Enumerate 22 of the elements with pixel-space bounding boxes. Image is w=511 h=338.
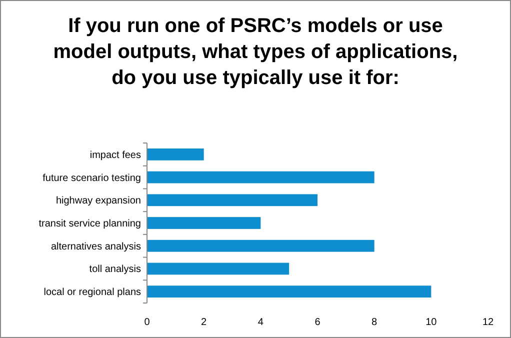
bar bbox=[147, 286, 432, 298]
y-tick-label: alternatives analysis bbox=[50, 241, 141, 252]
y-tick-label: impact fees bbox=[90, 150, 141, 161]
y-tick-label: highway expansion bbox=[56, 196, 141, 207]
bar bbox=[147, 171, 374, 184]
x-tick-label: 0 bbox=[144, 317, 150, 328]
y-tick-label: transit service planning bbox=[38, 218, 141, 230]
y-tick-label: toll analysis bbox=[89, 264, 141, 276]
y-tick-label: future scenario testing bbox=[42, 172, 141, 184]
y-tick-label: local or regional plans bbox=[44, 287, 141, 298]
chart-title: If you run one of PSRC’s models or use model outputs, what types of applications, do you use typically use it for: bbox=[53, 15, 458, 89]
bar bbox=[147, 240, 374, 252]
x-tick-label: 10 bbox=[426, 317, 438, 328]
x-tick-label: 4 bbox=[258, 317, 264, 328]
x-tick-label: 2 bbox=[201, 317, 208, 328]
bar bbox=[147, 194, 318, 206]
bar bbox=[147, 262, 290, 275]
x-tick-label: 6 bbox=[314, 317, 321, 328]
x-tick-label: 8 bbox=[372, 317, 378, 328]
bar bbox=[147, 148, 204, 160]
bar bbox=[147, 217, 261, 229]
x-tick-label: 12 bbox=[482, 317, 494, 328]
